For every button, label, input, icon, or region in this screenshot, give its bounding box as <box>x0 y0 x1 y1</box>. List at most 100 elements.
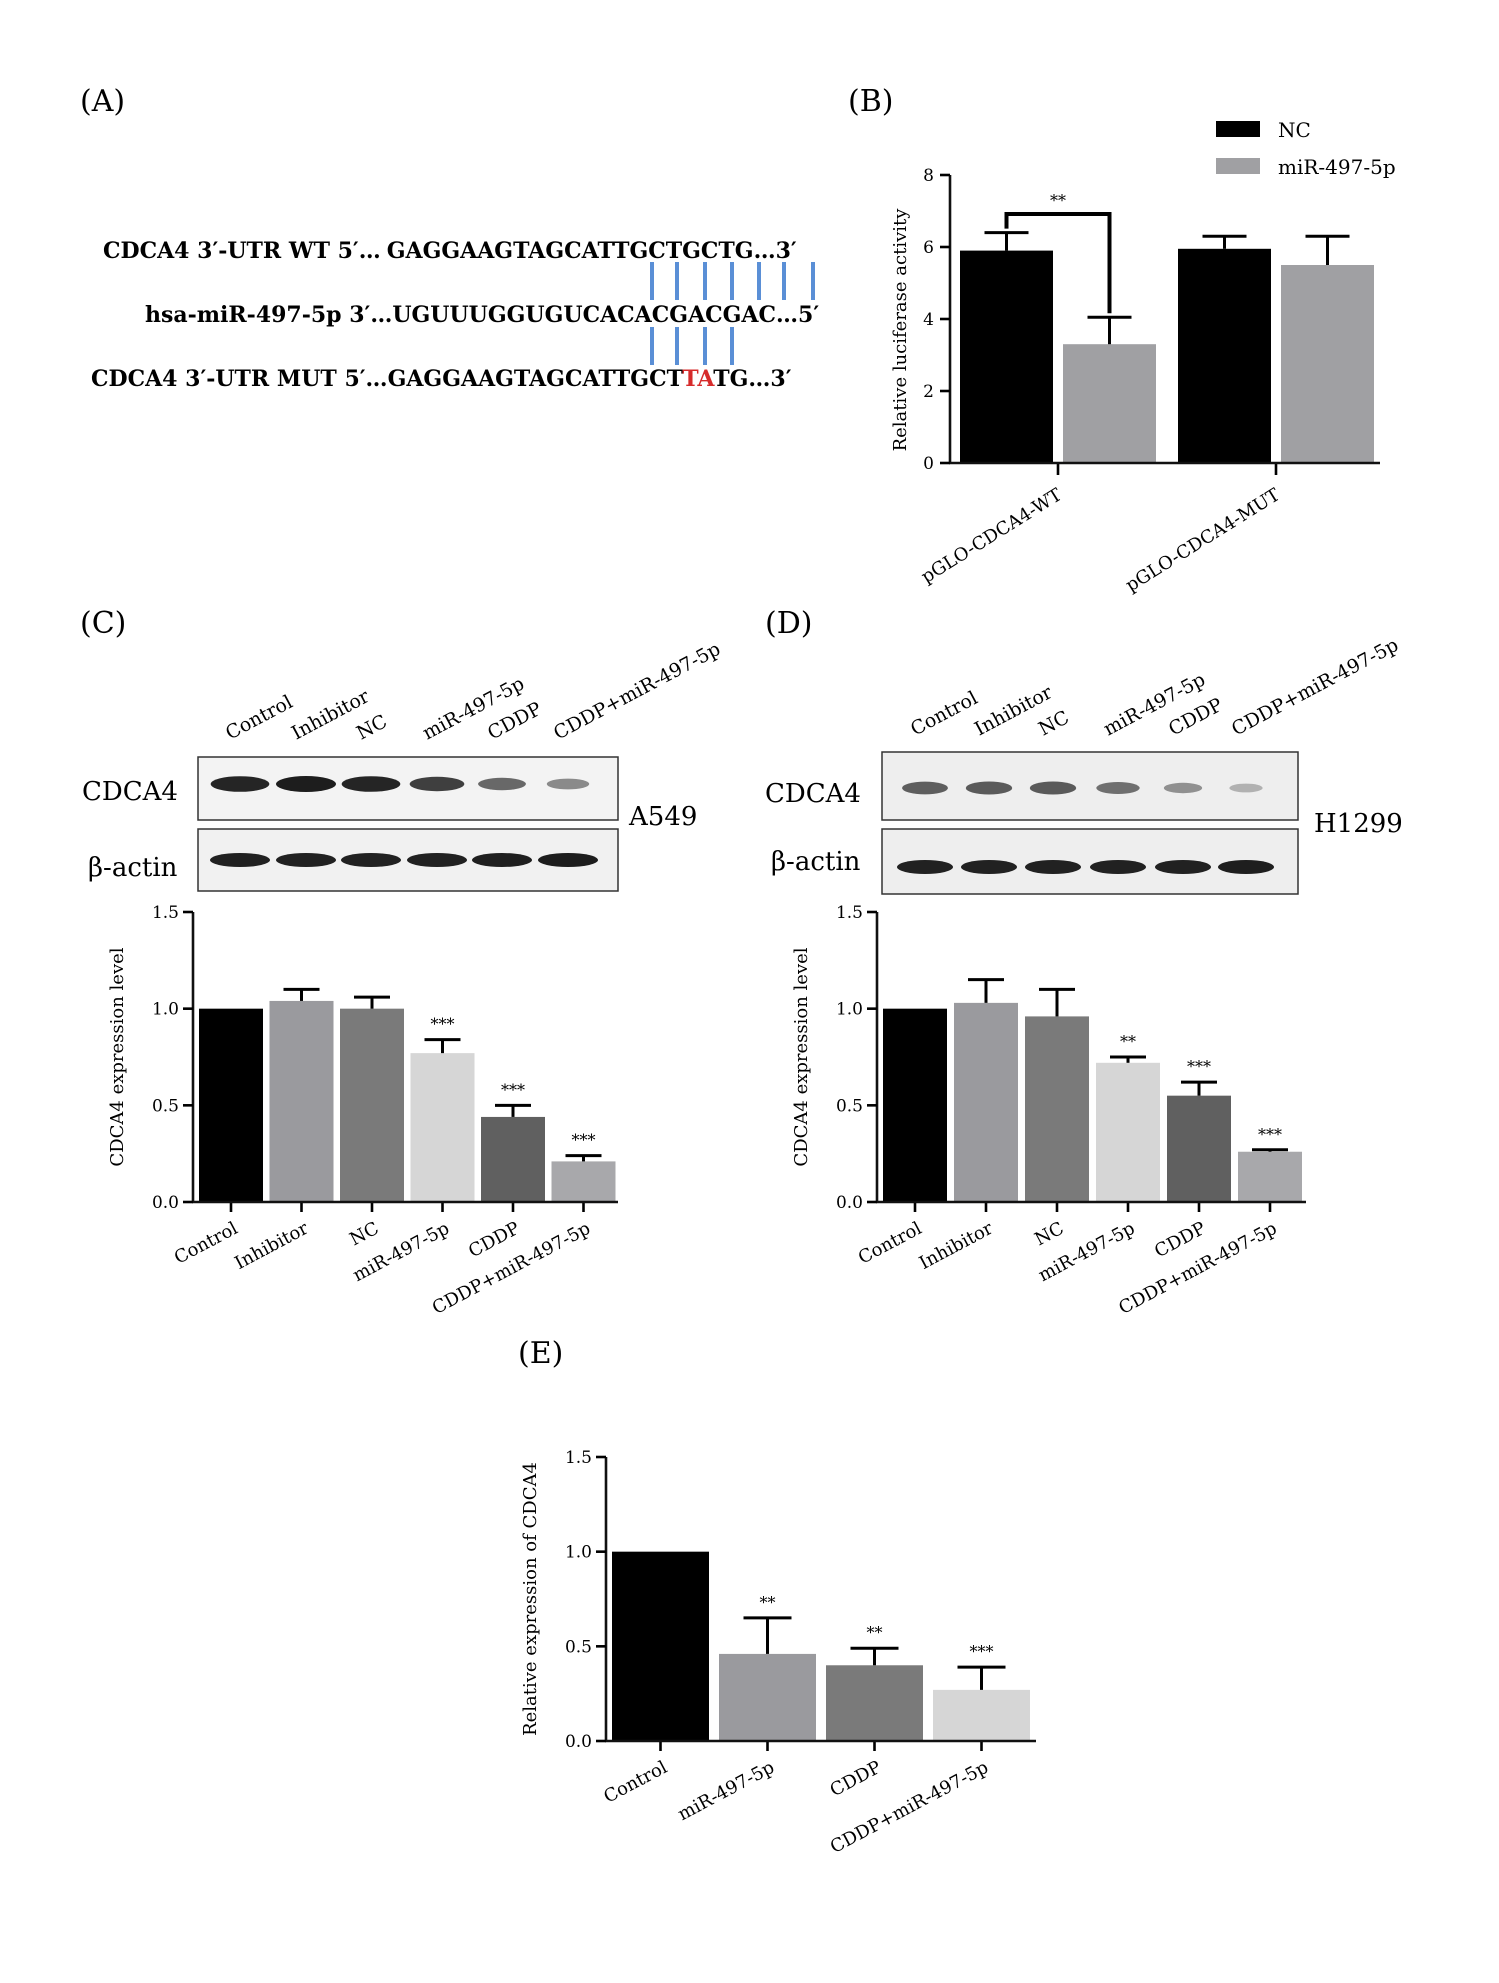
blot-d-bands <box>897 781 1274 874</box>
seq-row-mut: CDCA4 3′-UTR MUT 5′…GAGGAAGTAGCATTGCTTAT… <box>91 366 792 392</box>
band-cdca4 <box>478 777 526 791</box>
seq-mirna-pre: UGUUUGGUGUCACA <box>392 302 652 328</box>
bar-miR-497-5p <box>410 1053 475 1202</box>
seq-mut-mutation: TA <box>682 366 715 392</box>
cell-line-a549: A549 <box>628 802 697 832</box>
bar-NC <box>340 1008 404 1202</box>
y-tick-label: 0.5 <box>565 1637 592 1657</box>
luciferase-legend: NC miR-497-5p <box>1216 118 1396 179</box>
bar-CDDP <box>1167 1095 1231 1202</box>
x-tick-label: Inhibitor <box>231 1218 312 1274</box>
blot-d-cdca4-membrane <box>881 751 1299 821</box>
blot-c-bands <box>210 776 598 867</box>
significance-star: ** <box>1120 1032 1136 1051</box>
blot-d-actin-membrane <box>881 828 1299 895</box>
band-actin <box>407 853 467 867</box>
blot-d-row-label-cdca4: CDCA4 <box>765 779 861 809</box>
luciferase-bars <box>960 231 1374 463</box>
x-tick-label: NC <box>1031 1218 1067 1250</box>
panel-label-b: (B) <box>848 84 893 119</box>
seq-mut-mid-a: GCT <box>630 366 683 392</box>
significance-star: ** <box>760 1593 776 1612</box>
band-cdca4 <box>409 776 465 792</box>
band-actin <box>472 853 532 867</box>
x-tick-label: Control <box>171 1218 242 1269</box>
seq-mut-mid-b: TG <box>713 366 748 392</box>
panel-label-d: (D) <box>765 606 812 641</box>
bar-pGLO-CDCA4-MUT-miR-497-5p <box>1281 265 1374 463</box>
sequence-alignment: CDCA4 3′-UTR WT 5′… GAGGAAGTAGCATTGCTGCTG… <box>91 238 819 392</box>
cell-line-h1299: H1299 <box>1314 809 1403 839</box>
band-cdca4 <box>1229 783 1263 793</box>
band-actin <box>961 860 1017 874</box>
band-cdca4 <box>1163 782 1203 794</box>
legend-label-mir: miR-497-5p <box>1278 155 1396 179</box>
y-tick-label: 1.0 <box>152 1000 179 1020</box>
significance-star: *** <box>501 1080 525 1099</box>
significance-star: *** <box>970 1642 994 1661</box>
band-cdca4 <box>1029 781 1077 795</box>
band-actin <box>1090 860 1146 874</box>
blot-d-row-label-actin: β-actin <box>771 847 861 877</box>
panel-label-c: (C) <box>80 606 126 641</box>
band-actin <box>210 853 270 867</box>
seq-mut-name: CDCA4 3′-UTR MUT 5′… <box>91 366 388 392</box>
y-tick-label: 0.0 <box>152 1193 179 1213</box>
seq-wt-name: CDCA4 3′-UTR WT 5′… <box>103 238 381 264</box>
band-actin <box>897 860 953 874</box>
significance-star: *** <box>431 1015 455 1034</box>
band-actin <box>341 853 401 867</box>
significance-label: ** <box>1050 191 1066 210</box>
seq-row-wt: CDCA4 3′-UTR WT 5′… GAGGAAGTAGCATTGCTGCTG… <box>103 238 797 264</box>
x-tick-label: miR-497-5p <box>675 1757 778 1825</box>
seq-mut-post: …3′ <box>748 366 791 392</box>
panel-label-a: (A) <box>80 84 125 119</box>
bar-CDDP+miR-497-5p <box>551 1161 616 1202</box>
x-tick-label: CDDP <box>827 1757 885 1801</box>
legend-label-nc: NC <box>1278 118 1311 142</box>
band-actin <box>538 853 598 867</box>
significance-star: *** <box>1258 1125 1282 1144</box>
x-tick-label: Inhibitor <box>916 1218 997 1274</box>
blot-c-row-label-actin: β-actin <box>88 853 178 883</box>
luciferase-chart: pGLO-CDCA4-WT pGLO-CDCA4-MUT ** 0 2 4 6 8 Relat… <box>890 118 1396 596</box>
bar-Control <box>612 1551 709 1741</box>
y-axis-label: CDCA4 expression level <box>791 947 812 1166</box>
blot-c-row-label-cdca4: CDCA4 <box>82 777 178 807</box>
bar-pGLO-CDCA4-WT-miR-497-5p <box>1063 344 1156 463</box>
band-actin <box>1218 860 1274 874</box>
bar-Control <box>199 1008 263 1202</box>
band-actin <box>1025 860 1081 874</box>
seq-wt-mid: GCTGCTG <box>629 238 753 264</box>
bar-Inhibitor <box>954 1002 1018 1202</box>
bar-Inhibitor <box>269 1000 334 1202</box>
luciferase-ylabel: Relative luciferase activity <box>890 208 911 452</box>
y-tick-label: 1.0 <box>565 1543 592 1563</box>
band-actin <box>1155 860 1211 874</box>
x-tick-label: NC <box>346 1218 382 1250</box>
legend-swatch-nc <box>1216 121 1260 137</box>
significance-bracket <box>1004 212 1112 314</box>
y-tick-label: 1.5 <box>152 903 179 923</box>
legend-swatch-mir <box>1216 158 1260 174</box>
y-tick-label: 6 <box>923 238 934 258</box>
lane-label: CDDP+miR-497-5p <box>1228 634 1402 740</box>
y-tick-label: 1.5 <box>565 1448 592 1468</box>
lane-label: Control <box>907 687 981 740</box>
y-tick-label: 0 <box>923 454 934 474</box>
band-cdca4 <box>965 781 1013 795</box>
seq-mirna-post: …5′ <box>776 302 819 328</box>
seq-wt-pre: GAGGAAGTAGCATT <box>387 238 630 264</box>
x-tick-label: pGLO-CDCA4-MUT <box>1122 484 1284 596</box>
lane-label: Control <box>222 691 296 744</box>
x-tick-label: Control <box>855 1218 926 1269</box>
pairing-lines <box>650 262 815 365</box>
y-axis-label: CDCA4 expression level <box>107 947 128 1166</box>
lane-label: CDDP+miR-497-5p <box>550 638 724 744</box>
